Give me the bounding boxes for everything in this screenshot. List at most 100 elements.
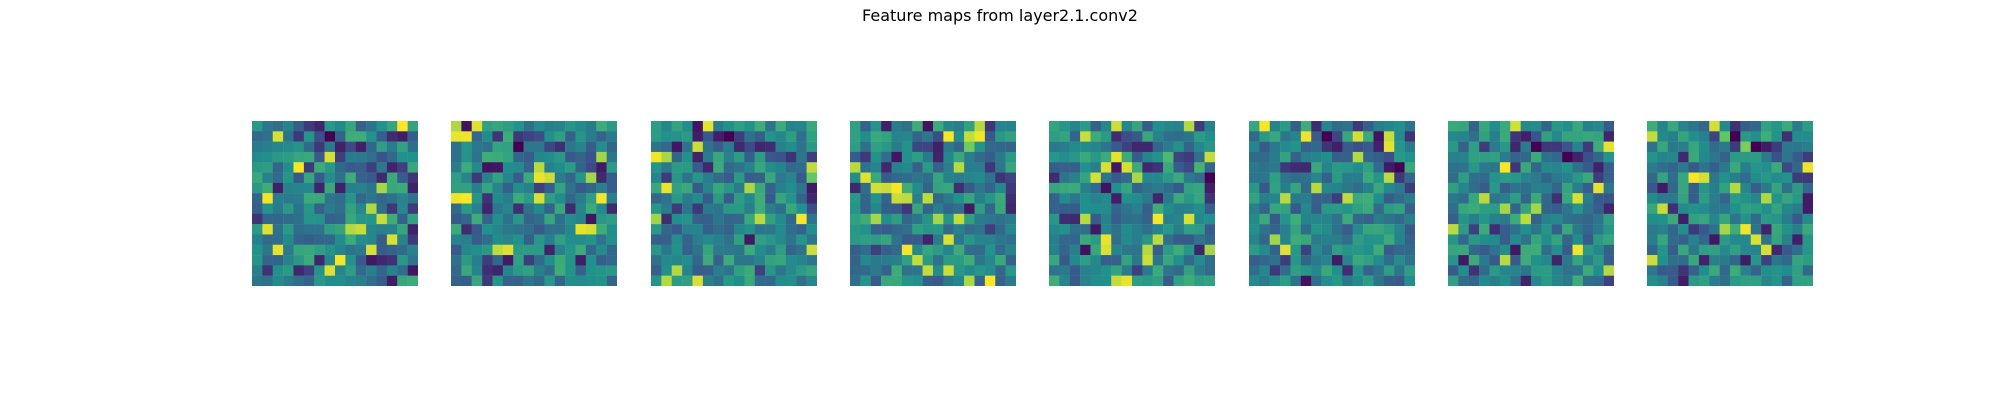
feature-map-cell: [544, 275, 555, 286]
feature-map-cell: [324, 244, 336, 256]
feature-map-cell: [1499, 203, 1511, 215]
feature-map-cell: [1657, 193, 1668, 204]
feature-map-cell: [754, 203, 766, 215]
feature-map-cell: [1290, 151, 1302, 163]
feature-map-cell: [1259, 234, 1270, 245]
feature-map-cell: [397, 162, 408, 173]
feature-map-cell: [1173, 265, 1185, 276]
feature-map-cell: [850, 213, 861, 225]
feature-map-cell: [1771, 275, 1783, 286]
feature-map-cell: [943, 151, 954, 163]
feature-map-cell: [860, 172, 871, 184]
feature-map-cell: [1593, 224, 1604, 235]
feature-map-cell: [1163, 172, 1174, 184]
feature-map-cell: [1740, 172, 1751, 184]
feature-map-cell: [335, 131, 346, 142]
feature-map-cell: [1479, 203, 1490, 215]
feature-map-cell: [1499, 234, 1511, 245]
feature-map-cell: [502, 141, 514, 153]
feature-map-cell: [1352, 265, 1364, 276]
feature-map-cell: [964, 213, 975, 225]
feature-map-cell: [1468, 131, 1480, 142]
feature-map-cell: [1698, 151, 1710, 163]
feature-map-cell: [355, 172, 367, 184]
feature-map-cell: [1698, 265, 1710, 276]
feature-map-cell: [933, 224, 944, 235]
feature-map-cell: [502, 121, 514, 132]
feature-map-cell: [1771, 141, 1783, 153]
feature-map-cell: [1373, 193, 1385, 204]
feature-map-cell: [1572, 121, 1584, 132]
feature-map-cell: [1311, 141, 1322, 153]
feature-map-cell: [314, 141, 325, 153]
feature-map-cell: [1204, 151, 1215, 163]
feature-map-cell: [1709, 151, 1720, 163]
feature-map-cell: [1510, 131, 1521, 142]
feature-map-cell: [1761, 244, 1772, 256]
feature-map-cell: [1352, 151, 1364, 163]
feature-map-cell: [1792, 131, 1803, 142]
feature-map-cell: [324, 275, 336, 286]
feature-map-cell: [335, 162, 346, 173]
feature-map-cell: [1049, 162, 1060, 173]
feature-map-cell: [734, 141, 745, 153]
feature-map-cell: [272, 213, 284, 225]
feature-map-cell: [744, 203, 755, 215]
feature-map-cell: [1572, 224, 1584, 235]
feature-map-cell: [335, 275, 346, 286]
feature-map-cell: [283, 213, 294, 225]
feature-map-cell: [901, 182, 913, 194]
feature-map-cell: [544, 162, 555, 173]
feature-map-cell: [713, 172, 724, 184]
feature-map-cell: [1603, 203, 1614, 215]
feature-map-cell: [1280, 151, 1291, 163]
feature-map-cell: [1404, 141, 1415, 153]
feature-map-cell: [397, 255, 408, 266]
feature-map-cell: [1458, 141, 1469, 153]
feature-map-cell: [376, 224, 388, 235]
feature-map-cell: [1249, 255, 1260, 266]
feature-map-6: [1448, 121, 1614, 286]
feature-map-cell: [461, 151, 472, 163]
feature-map-cell: [554, 244, 566, 256]
feature-map-cell: [1269, 265, 1281, 276]
feature-map-cell: [984, 121, 996, 132]
feature-map-cell: [272, 141, 284, 153]
feature-map-cell: [1479, 151, 1490, 163]
feature-map-cell: [1771, 182, 1783, 194]
feature-map-cell: [1448, 234, 1459, 245]
feature-map-cell: [1802, 182, 1813, 194]
feature-map-cell: [974, 121, 986, 132]
feature-map-cell: [1100, 131, 1112, 142]
feature-map-cell: [565, 265, 576, 276]
feature-map-cell: [1373, 141, 1385, 153]
feature-map-cell: [1090, 162, 1102, 173]
feature-map-cell: [1719, 224, 1731, 235]
feature-map-cell: [262, 141, 273, 153]
feature-map-cell: [1342, 203, 1353, 215]
feature-map-cell: [1647, 203, 1658, 215]
feature-map-cell: [1802, 121, 1813, 132]
feature-map-cell: [723, 244, 735, 256]
feature-map-cell: [1394, 172, 1405, 184]
feature-map-cell: [1667, 151, 1679, 163]
feature-map-cell: [891, 121, 903, 132]
feature-map-cell: [575, 182, 587, 194]
feature-map-cell: [1719, 182, 1731, 194]
feature-map-cell: [314, 213, 325, 225]
feature-map-cell: [702, 275, 714, 286]
feature-map-cell: [702, 255, 714, 266]
feature-map-cell: [806, 131, 817, 142]
feature-map-cell: [324, 265, 336, 276]
feature-map-cell: [692, 141, 704, 153]
feature-map-cell: [565, 172, 576, 184]
feature-map-cell: [1352, 141, 1364, 153]
feature-map-cell: [1163, 244, 1174, 256]
feature-map-cell: [1667, 234, 1679, 245]
feature-map-cell: [1132, 265, 1143, 276]
feature-map-cell: [283, 172, 294, 184]
feature-map-cell: [775, 131, 787, 142]
feature-map-cell: [1603, 265, 1614, 276]
feature-map-cell: [1342, 172, 1353, 184]
feature-map-cell: [995, 234, 1006, 245]
